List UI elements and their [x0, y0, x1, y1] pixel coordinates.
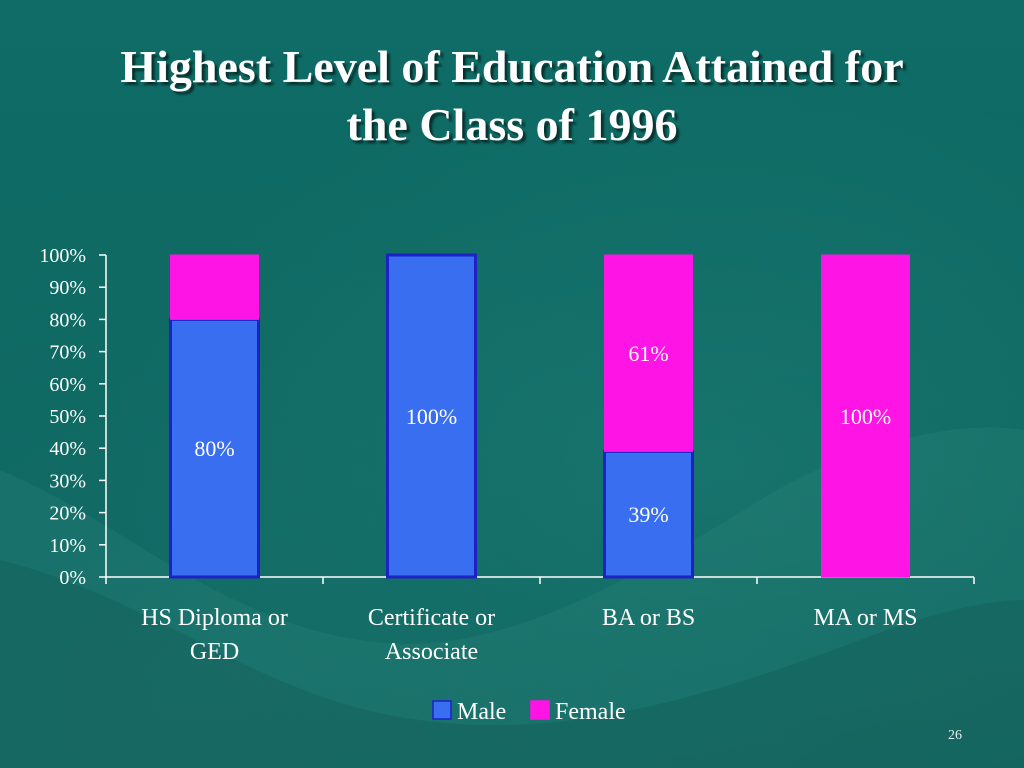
- legend-label-male: Male: [457, 699, 506, 725]
- bar-male: [169, 317, 260, 579]
- slide-title: Highest Level of Education Attained for …: [40, 38, 984, 154]
- bar-female: [604, 254, 693, 452]
- x-category-label: Associate: [385, 639, 478, 665]
- y-tick-label: 40%: [49, 438, 86, 460]
- data-label: 39%: [628, 502, 668, 527]
- slide-title-line-1: Highest Level of Education Attained for: [120, 41, 904, 92]
- y-tick-label: 100%: [39, 245, 86, 267]
- x-category-label: BA or BS: [602, 605, 695, 631]
- y-tick-label: 80%: [49, 309, 86, 331]
- y-tick-label: 50%: [49, 406, 86, 428]
- x-category-label: Certificate or: [368, 605, 495, 631]
- y-tick-label: 70%: [49, 342, 86, 364]
- legend-swatch-female: [530, 700, 550, 720]
- bar-female: [821, 254, 910, 578]
- data-label: 61%: [628, 341, 668, 366]
- bar-male: [386, 253, 477, 579]
- y-tick-label: 20%: [49, 503, 86, 525]
- x-category-label: MA or MS: [813, 605, 917, 631]
- bar-male: [603, 449, 694, 579]
- y-tick-label: 10%: [49, 535, 86, 557]
- x-category-label: GED: [190, 639, 239, 665]
- y-tick-label: 0%: [59, 567, 86, 589]
- data-label: 100%: [406, 404, 457, 429]
- legend-swatch-male: [432, 700, 452, 720]
- bar-female: [170, 254, 259, 320]
- y-tick-label: 90%: [49, 277, 86, 299]
- y-tick-label: 30%: [49, 470, 86, 492]
- page-number: 26: [948, 728, 962, 743]
- data-label: 100%: [840, 404, 891, 429]
- legend-label-female: Female: [555, 699, 626, 725]
- y-tick-label: 60%: [49, 374, 86, 396]
- data-label: 80%: [194, 436, 234, 461]
- x-category-label: HS Diploma or: [141, 605, 288, 631]
- slide-title-line-2: the Class of 1996: [346, 99, 678, 150]
